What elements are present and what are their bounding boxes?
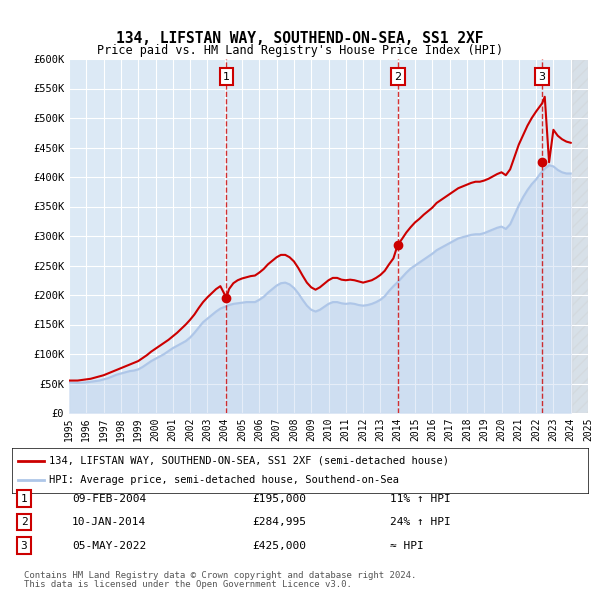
Text: 3: 3 (20, 541, 28, 550)
Text: ≈ HPI: ≈ HPI (390, 541, 424, 550)
Text: Price paid vs. HM Land Registry's House Price Index (HPI): Price paid vs. HM Land Registry's House … (97, 44, 503, 57)
Text: This data is licensed under the Open Government Licence v3.0.: This data is licensed under the Open Gov… (24, 579, 352, 589)
Text: 24% ↑ HPI: 24% ↑ HPI (390, 517, 451, 527)
Bar (572, 59, 588, 413)
Text: 09-FEB-2004: 09-FEB-2004 (72, 494, 146, 503)
Text: 11% ↑ HPI: 11% ↑ HPI (390, 494, 451, 503)
Text: HPI: Average price, semi-detached house, Southend-on-Sea: HPI: Average price, semi-detached house,… (49, 476, 400, 485)
Text: £425,000: £425,000 (252, 541, 306, 550)
Text: £284,995: £284,995 (252, 517, 306, 527)
Text: 10-JAN-2014: 10-JAN-2014 (72, 517, 146, 527)
Text: 05-MAY-2022: 05-MAY-2022 (72, 541, 146, 550)
Text: £195,000: £195,000 (252, 494, 306, 503)
Text: 2: 2 (394, 72, 401, 81)
Text: Contains HM Land Registry data © Crown copyright and database right 2024.: Contains HM Land Registry data © Crown c… (24, 571, 416, 580)
Text: 1: 1 (223, 72, 230, 81)
Text: 2: 2 (20, 517, 28, 527)
Text: 134, LIFSTAN WAY, SOUTHEND-ON-SEA, SS1 2XF (semi-detached house): 134, LIFSTAN WAY, SOUTHEND-ON-SEA, SS1 2… (49, 456, 449, 466)
Text: 134, LIFSTAN WAY, SOUTHEND-ON-SEA, SS1 2XF: 134, LIFSTAN WAY, SOUTHEND-ON-SEA, SS1 2… (116, 31, 484, 46)
Text: 3: 3 (539, 72, 545, 81)
Text: 1: 1 (20, 494, 28, 503)
